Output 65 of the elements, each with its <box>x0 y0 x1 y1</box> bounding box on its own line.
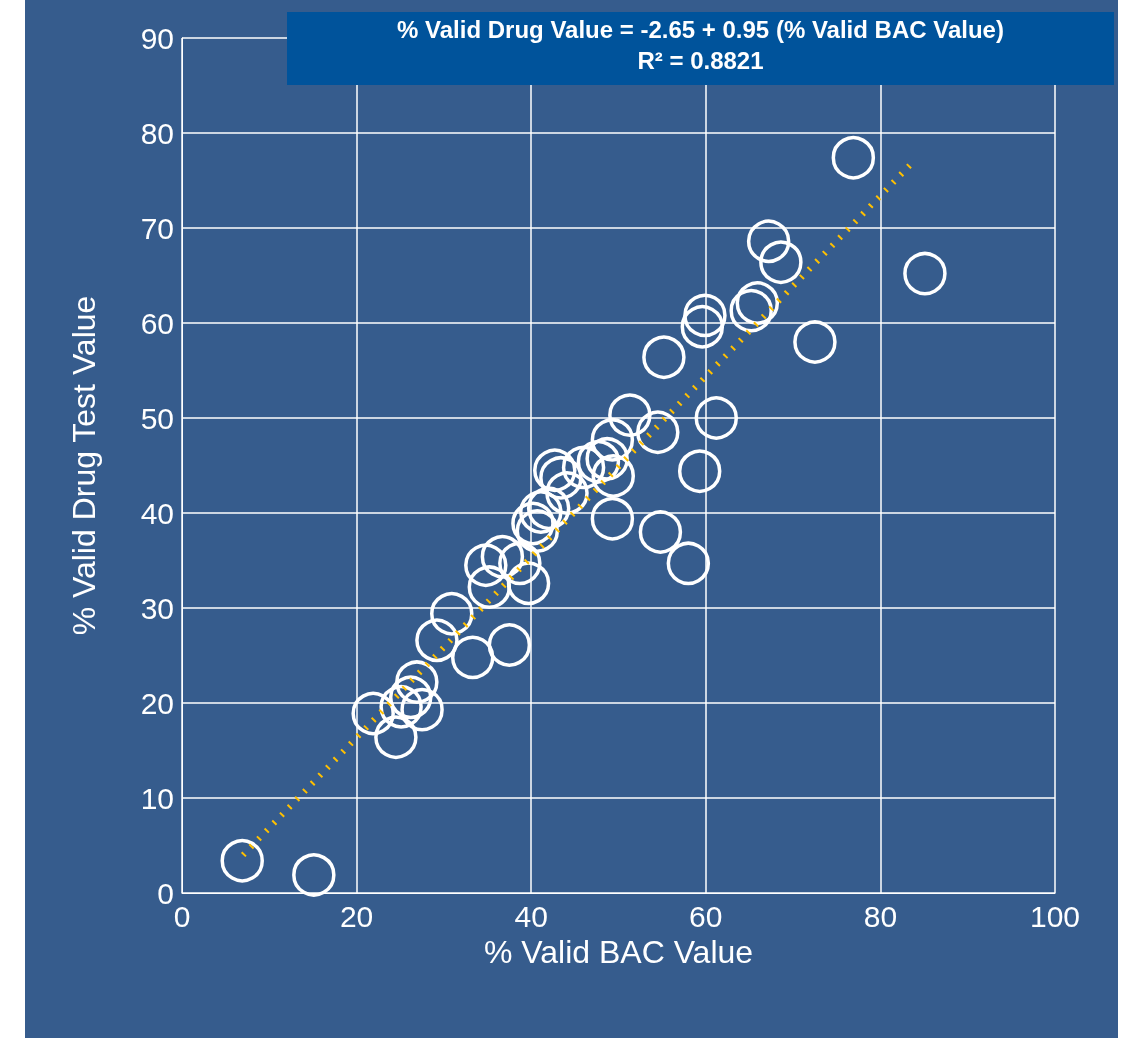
x-tick-label: 80 <box>863 899 898 933</box>
y-tick-label: 70 <box>140 211 174 245</box>
annotation: R² = 0.8821 <box>636 46 765 76</box>
point <box>666 541 711 586</box>
point <box>545 471 589 515</box>
point <box>683 293 727 338</box>
x-axis-title: % Valid BAC Value <box>483 933 754 970</box>
point <box>590 418 635 462</box>
y-tick-label: 60 <box>140 306 174 340</box>
point <box>585 437 629 481</box>
point <box>746 219 791 264</box>
point <box>374 715 418 759</box>
point <box>680 305 725 349</box>
point <box>729 288 773 333</box>
point <box>759 240 803 284</box>
point <box>608 393 652 437</box>
y-tick-label: 10 <box>140 781 174 815</box>
point <box>430 591 474 636</box>
point <box>292 853 336 897</box>
point <box>515 509 560 553</box>
point <box>415 618 459 663</box>
point <box>636 410 680 454</box>
point <box>576 439 621 484</box>
annotation: % Valid Drug Value = -2.65 + 0.95 (% Valid BAC Value) <box>396 15 1005 45</box>
y-tick-label: 0 <box>157 876 174 910</box>
point <box>389 675 433 720</box>
point <box>498 541 542 586</box>
x-tick-label: 40 <box>514 899 548 933</box>
point <box>638 510 683 554</box>
point <box>735 281 780 325</box>
point <box>467 565 512 609</box>
y-tick-label: 40 <box>140 496 174 530</box>
point <box>903 251 947 296</box>
y-tick-label: 20 <box>140 686 174 720</box>
x-tick-label: 60 <box>689 899 723 933</box>
y-tick-label: 30 <box>140 591 174 625</box>
point <box>506 561 551 606</box>
point <box>400 687 444 732</box>
y-tick-label: 90 <box>140 21 174 55</box>
point <box>379 685 423 729</box>
point <box>694 396 739 440</box>
y-axis-title: % Valid Drug Test Value <box>66 295 102 636</box>
point <box>480 534 525 579</box>
point <box>526 486 571 530</box>
point <box>519 490 563 534</box>
point <box>561 445 606 490</box>
x-tick-label: 100 <box>1029 899 1081 933</box>
point <box>464 543 508 587</box>
point <box>590 496 635 541</box>
y-tick-label: 50 <box>140 401 174 435</box>
point <box>351 691 395 736</box>
point <box>451 635 495 680</box>
point <box>591 454 636 498</box>
point <box>395 660 439 704</box>
point <box>487 623 532 667</box>
x-tick-label: 20 <box>339 899 374 933</box>
point <box>677 449 722 493</box>
point <box>533 448 577 492</box>
point <box>642 335 686 379</box>
point <box>511 501 555 546</box>
point <box>793 320 837 364</box>
point <box>220 838 264 883</box>
point <box>539 456 583 500</box>
y-tick-label: 80 <box>140 116 174 150</box>
point <box>831 135 876 180</box>
